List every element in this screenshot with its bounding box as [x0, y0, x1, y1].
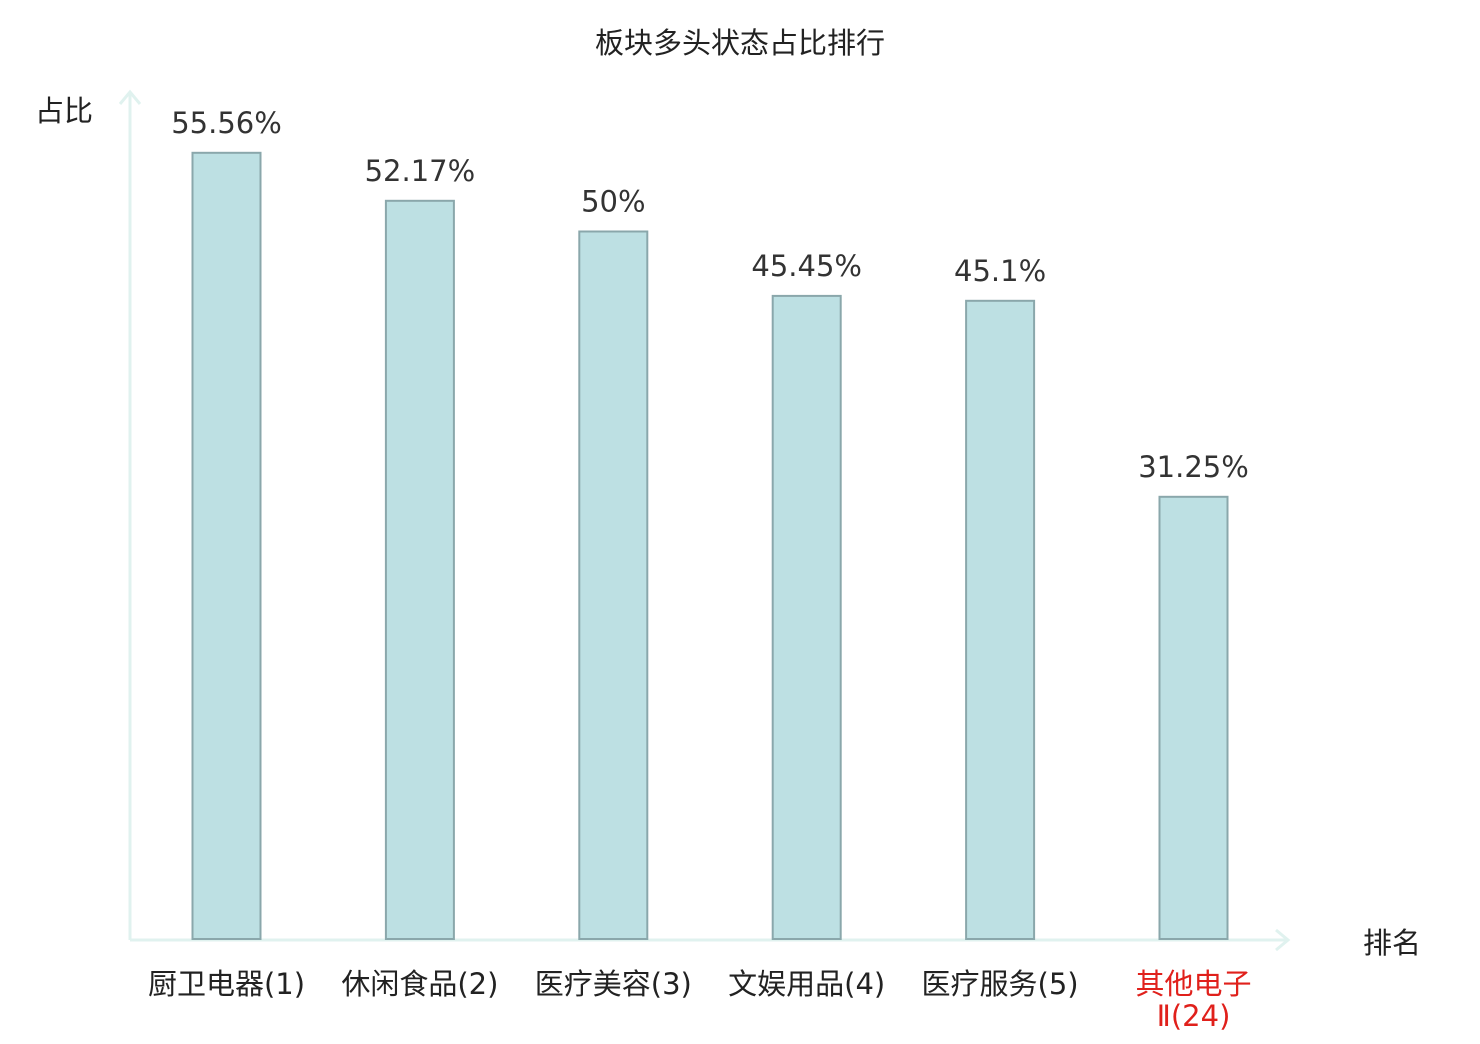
- y-axis-label: 占比: [35, 94, 93, 128]
- x-tick-label: 厨卫电器(1): [148, 967, 305, 1001]
- bars-group: [191, 151, 1229, 941]
- category-labels-group: 厨卫电器(1) 休闲食品(2) 医疗美容(3) 文娱用品(4) 医疗服务(5) 其他电子Ⅱ…: [148, 967, 1252, 1033]
- x-tick-label: Ⅱ(24): [1157, 999, 1231, 1033]
- x-tick-label: 其他电子: [1135, 967, 1251, 1001]
- axes: [118, 89, 1291, 952]
- bar: [578, 230, 649, 940]
- x-axis-arrow: [1275, 928, 1291, 952]
- bar: [384, 199, 455, 941]
- bar-value-label: 50%: [581, 185, 645, 219]
- x-tick-label: 医疗服务(5): [922, 967, 1079, 1001]
- x-tick-label: 文娱用品(4): [728, 967, 885, 1001]
- y-axis-arrow: [118, 89, 142, 105]
- bar-value-label: 45.1%: [954, 254, 1046, 288]
- bar-value-label: 52.17%: [365, 154, 476, 188]
- bar: [191, 151, 262, 941]
- bar-value-label: 31.25%: [1138, 450, 1249, 484]
- value-labels-group: 55.56% 52.17% 50% 45.45% 45.1% 31.25%: [171, 106, 1249, 484]
- x-tick-label: 医疗美容(3): [535, 967, 692, 1001]
- bar: [1158, 495, 1229, 940]
- bar-value-label: 55.56%: [171, 106, 282, 140]
- chart-title: 板块多头状态占比排行: [595, 26, 885, 60]
- bar: [771, 294, 842, 940]
- x-tick-label: 休闲食品(2): [341, 967, 498, 1001]
- x-axis-label: 排名: [1363, 926, 1421, 960]
- bar: [965, 299, 1036, 940]
- bar-value-label: 45.45%: [751, 249, 862, 283]
